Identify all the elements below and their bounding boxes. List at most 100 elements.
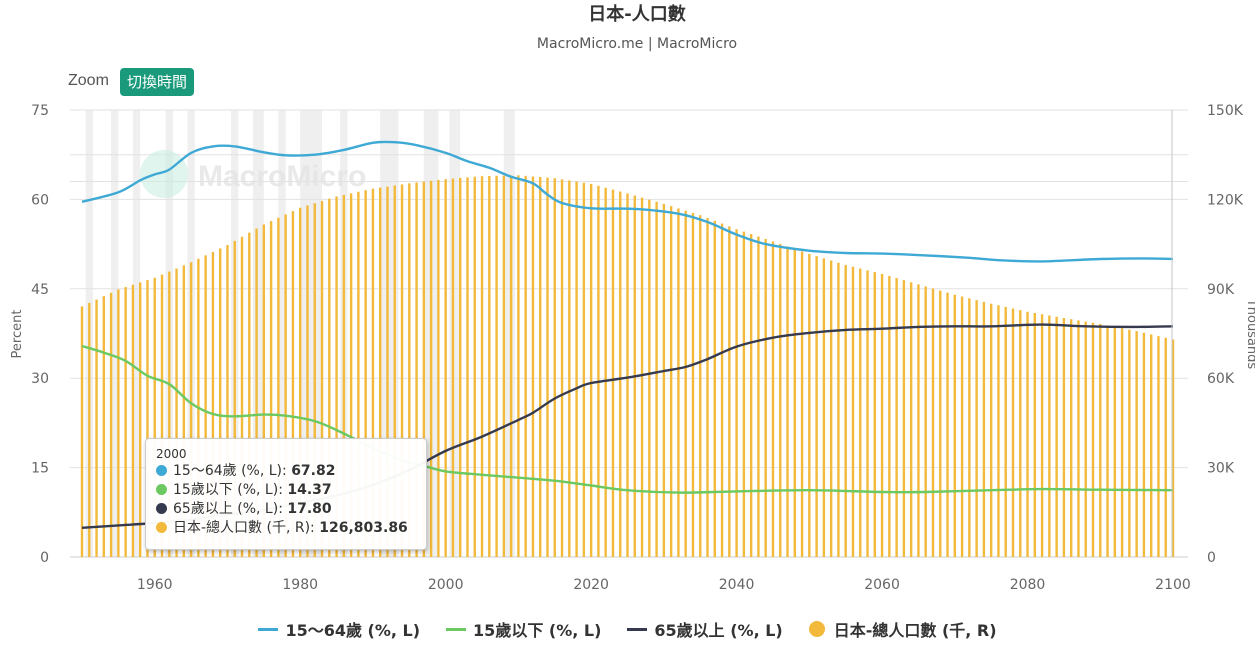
right-tick-label: 30K: [1207, 461, 1235, 477]
tooltip-label: 15歲以下 (%, L):: [173, 482, 283, 498]
population-bar: [655, 201, 658, 557]
population-bar: [568, 180, 571, 557]
population-bar: [1164, 337, 1167, 557]
population-bar: [597, 185, 600, 557]
population-bar: [408, 183, 411, 558]
population-bar: [1019, 310, 1022, 557]
population-bar: [909, 282, 913, 557]
population-bar: [844, 264, 847, 557]
population-bar: [837, 262, 840, 557]
population-bar: [880, 273, 884, 557]
population-bar: [749, 234, 753, 557]
population-bar: [211, 251, 215, 557]
population-bar: [117, 289, 120, 557]
population-bar: [648, 199, 651, 557]
right-axis-title: Thousands: [1244, 298, 1255, 370]
population-bar: [771, 241, 775, 557]
population-bar: [917, 284, 920, 557]
population-bar: [539, 177, 542, 558]
population-bar: [1026, 311, 1029, 557]
x-tick-label: 2080: [1010, 577, 1046, 593]
population-bar: [386, 186, 389, 557]
population-bar: [931, 288, 935, 557]
tooltip-label: 65歲以上 (%, L):: [173, 501, 283, 517]
population-bar: [393, 185, 396, 557]
population-bar: [800, 251, 804, 558]
left-tick-label: 15: [31, 461, 49, 477]
population-bar: [939, 290, 942, 557]
population-bar: [306, 205, 309, 558]
population-bar: [248, 232, 251, 557]
population-bar: [1069, 319, 1073, 557]
zoom-label: Zoom: [68, 72, 109, 89]
x-tick-label: 2060: [864, 577, 900, 593]
population-bar: [400, 184, 404, 557]
population-bar: [124, 287, 127, 557]
switch-time-button[interactable]: 切換時間: [120, 68, 195, 96]
population-bar: [1062, 318, 1066, 557]
population-bar: [284, 214, 287, 558]
x-tick-label: 2000: [428, 577, 464, 593]
watermark: MacroMicro: [140, 150, 366, 198]
population-bar: [851, 266, 855, 557]
population-bar: [502, 175, 506, 557]
population-bar: [975, 300, 978, 557]
right-tick-label: 60K: [1207, 371, 1235, 387]
legend-item-under-15[interactable]: 15歲以下 (%, L): [446, 617, 601, 641]
population-bar: [1055, 316, 1058, 557]
population-bar: [153, 277, 156, 557]
population-bar: [560, 179, 564, 558]
population-bar: [131, 284, 135, 557]
population-bar: [1091, 322, 1095, 557]
legend-item-over-65[interactable]: 65歲以上 (%, L): [627, 617, 783, 641]
legend-item-working-age[interactable]: 15～64歲 (%, L): [258, 617, 420, 641]
population-bar: [233, 240, 236, 558]
population-bar: [589, 183, 593, 558]
population-bar: [204, 255, 207, 558]
population-bar: [713, 220, 716, 558]
population-bar: [524, 175, 527, 557]
recession-band: [449, 110, 461, 557]
legend-dot-icon: [808, 621, 825, 637]
x-axis-ticks: 1960 1980 2000 2020 2040 2060 2080 2100: [137, 577, 1191, 593]
population-bar: [779, 243, 782, 557]
population-bar: [902, 280, 906, 557]
population-bar: [706, 217, 709, 558]
x-tick-label: 1960: [137, 577, 173, 593]
recession-band: [111, 110, 119, 557]
tooltip-header: 2000: [156, 447, 187, 461]
population-bar: [1099, 323, 1102, 557]
population-bar: [1120, 328, 1124, 557]
population-bar: [218, 248, 222, 557]
tooltip-row: 65歲以上 (%, L): 17.80: [156, 500, 416, 519]
population-bar: [495, 175, 498, 557]
right-tick-label: 0: [1207, 550, 1216, 566]
series-dot-icon: [156, 465, 167, 476]
population-bar: [160, 274, 164, 557]
chart-title: 日本-人口數: [588, 3, 685, 25]
left-tick-label: 75: [31, 103, 49, 119]
population-bar: [1084, 321, 1087, 557]
population-bar: [1113, 326, 1117, 557]
population-bar: [575, 181, 578, 557]
left-tick-label: 60: [31, 192, 49, 208]
population-bar: [109, 292, 113, 557]
watermark-logo-icon: [140, 150, 188, 198]
population-bar: [677, 208, 680, 557]
population-bar: [240, 236, 244, 557]
population-bar: [982, 301, 986, 557]
population-bar: [691, 212, 695, 557]
x-tick-label: 2020: [573, 577, 609, 593]
population-bar: [866, 270, 869, 557]
population-bar: [815, 256, 818, 557]
recession-band: [503, 110, 515, 557]
left-tick-label: 0: [40, 550, 49, 566]
population-bar: [313, 203, 316, 557]
legend-item-total-population[interactable]: 日本-總人口數 (千, R): [808, 617, 997, 641]
tooltip-row: 日本-總人口數 (千, R): 126,803.86: [156, 519, 416, 538]
population-bar: [102, 296, 106, 557]
tooltip-value: 67.82: [291, 463, 336, 479]
population-bar: [473, 176, 476, 557]
population-bar: [357, 191, 360, 558]
population-bar: [1135, 331, 1138, 557]
